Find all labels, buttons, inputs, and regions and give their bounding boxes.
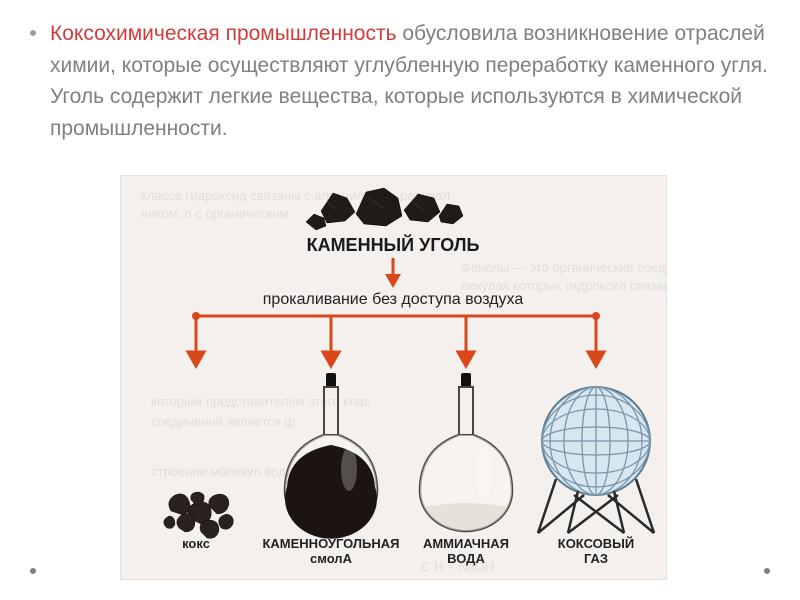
product-label: КОКСОВЫЙГАЗ bbox=[558, 536, 634, 566]
bullet-dot-icon bbox=[30, 30, 36, 36]
bullet-item: Коксохимическая промышленность обусловил… bbox=[30, 18, 770, 144]
decorative-dot-left bbox=[30, 568, 36, 574]
bullet-block: Коксохимическая промышленность обусловил… bbox=[30, 18, 770, 144]
gasholder-icon bbox=[538, 387, 654, 533]
arrow-branch-3 bbox=[458, 316, 474, 366]
svg-text:соединений является ф: соединений является ф bbox=[151, 414, 295, 429]
decorative-dot-right bbox=[764, 568, 770, 574]
arrow-branch-1 bbox=[188, 316, 204, 366]
distribution-line bbox=[192, 312, 600, 320]
arrow-branch-4 bbox=[588, 316, 604, 366]
bullet-text: Коксохимическая промышленность обусловил… bbox=[50, 18, 770, 144]
ammonia-flask-icon bbox=[420, 373, 512, 531]
arrow-branch-2 bbox=[323, 316, 339, 366]
highlight-term: Коксохимическая промышленность bbox=[50, 22, 397, 45]
coke-icon bbox=[164, 492, 234, 538]
branch-arrows bbox=[188, 316, 604, 366]
coal-processing-diagram: класса гидроксид связаны с алканильным р… bbox=[120, 175, 667, 580]
slide: Коксохимическая промышленность обусловил… bbox=[0, 0, 800, 600]
process-label: прокаливание без доступа воздуха bbox=[263, 291, 524, 308]
arrow-down-main bbox=[385, 258, 401, 288]
svg-text:ником, о с органическим: ником, о с органическим bbox=[141, 206, 289, 221]
svg-text:Фенолы — это органические соед: Фенолы — это органические соединения, в … bbox=[461, 260, 666, 275]
svg-text:класса гидроксид связаны с алк: класса гидроксид связаны с алканильным р… bbox=[141, 188, 450, 203]
product-labels: коксКАМЕННОУГОЛЬНАЯсмолААММИАЧНАЯВОДАКОК… bbox=[182, 536, 634, 566]
diagram-title: КАМЕННЫЙ УГОЛЬ bbox=[307, 234, 480, 255]
diagram-svg: класса гидроксид связаны с алканильным р… bbox=[121, 176, 666, 579]
product-label: КАМЕННОУГОЛЬНАЯсмолА bbox=[262, 536, 399, 566]
product-label: кокс bbox=[182, 536, 210, 551]
